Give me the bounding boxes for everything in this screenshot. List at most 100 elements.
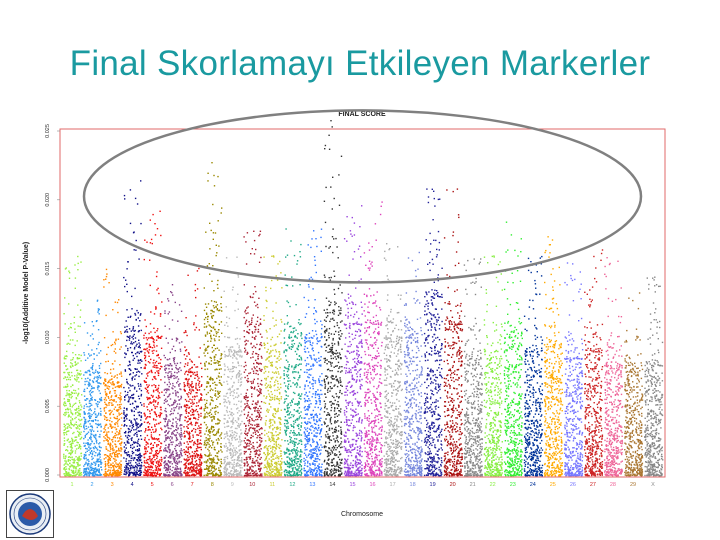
snp-point [248,472,250,475]
snp-point [160,472,162,475]
snp-point [69,365,72,367]
snp-point [80,406,83,408]
snp-point [224,426,226,428]
snp-point [251,470,253,472]
snp-point [194,410,197,412]
snp-point [155,339,158,341]
snp-point [211,309,213,312]
snp-point [136,449,139,451]
snp-point [119,413,121,415]
snp-point [249,458,251,460]
snp-point [105,446,107,448]
snp-point [240,464,242,467]
snp-point [171,452,174,454]
snp-point [198,386,201,388]
snp-point [77,325,79,327]
snp-point [226,457,229,460]
snp-point [105,395,108,397]
snp-point [197,413,200,415]
snp-point [191,361,193,363]
snp-point [196,439,199,441]
snp-point [261,428,263,430]
snp-point [238,441,240,443]
snp-point [253,446,255,448]
snp-point [128,400,130,402]
snp-point [132,376,134,378]
snp-point [111,453,113,455]
snp-point [85,399,87,401]
snp-point [135,461,137,464]
snp-point [150,474,152,477]
snp-point [233,392,235,394]
snp-point [136,355,138,358]
snp-point [254,464,256,467]
snp-point [111,469,114,472]
snp-point [118,412,120,414]
snp-point [127,451,130,453]
snp-point [254,337,256,339]
snp-point [251,336,254,338]
snp-point [140,471,143,474]
snp-point [175,436,178,439]
snp-point [274,422,276,424]
snp-point [230,411,233,414]
snp-point [135,475,137,477]
snp-point [99,398,101,401]
snp-point [207,442,209,444]
snp-point [243,475,246,477]
snp-point [218,309,221,311]
snp-point [171,284,174,286]
snp-point [270,459,272,461]
snp-point [204,454,206,456]
snp-point [275,372,278,374]
snp-point [91,440,93,442]
snp-point [185,408,187,411]
snp-point [77,457,79,459]
snp-point [73,465,75,467]
snp-point [83,472,85,474]
snp-point [134,346,136,349]
snp-point [72,339,74,341]
snp-point [165,337,167,339]
snp-point [189,410,192,412]
snp-point [189,455,192,457]
snp-point [175,450,177,452]
snp-point [196,466,198,468]
snp-point [223,433,226,435]
snp-point [184,416,186,418]
snp-point [247,411,250,414]
snp-point [151,472,153,474]
snp-point [253,253,256,255]
snp-point [209,402,212,404]
snp-point [88,454,90,456]
snp-point [187,420,189,422]
snp-point [183,451,186,454]
snp-point [91,452,94,454]
snp-point [71,392,74,394]
snp-point [150,358,152,361]
snp-point [196,373,198,375]
snp-point [212,311,214,313]
snp-point [210,465,212,468]
snp-point [68,396,71,398]
snp-point [210,357,212,359]
snp-point [207,434,209,436]
snp-point [205,393,208,396]
snp-point [206,464,208,467]
snp-point [259,453,261,455]
snp-point [109,379,111,381]
snp-point [85,454,87,457]
snp-point [209,404,211,406]
snp-point [180,424,182,426]
snp-point [165,463,167,465]
snp-point [176,368,178,370]
snp-point [272,448,274,450]
snp-point [236,343,239,345]
snp-point [138,388,141,390]
snp-point [99,442,101,444]
snp-point [74,378,76,380]
snp-point [77,427,79,429]
snp-point [256,430,258,432]
snp-point [237,419,240,421]
snp-point [136,406,138,408]
